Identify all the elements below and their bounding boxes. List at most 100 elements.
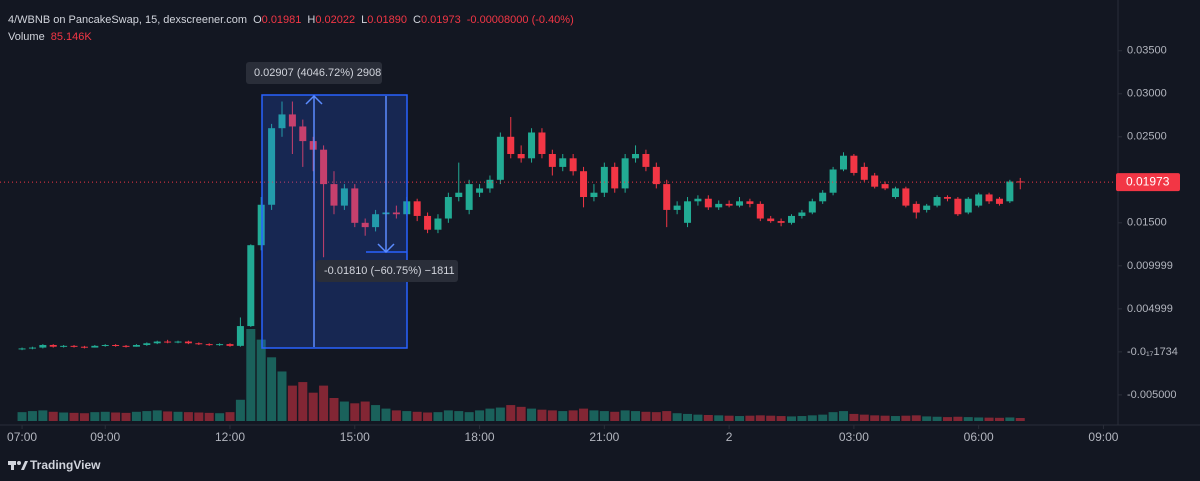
label: L [361, 14, 367, 26]
candle-body [891, 188, 899, 198]
candle-body [871, 175, 879, 187]
candle-body [694, 198, 702, 202]
candle-body [299, 126, 307, 142]
candle-body [652, 166, 660, 185]
candle-body [143, 343, 151, 345]
candle-body [528, 132, 536, 159]
candle-body [174, 341, 182, 343]
candle-body [424, 215, 432, 230]
candle-body [122, 345, 130, 347]
value: 0.01890 [367, 14, 407, 26]
x-tick-label: 21:00 [589, 430, 619, 444]
last-price-label: 0.01973 [1126, 174, 1170, 188]
volume-bar [485, 408, 495, 421]
candle-body [954, 198, 962, 215]
volume-bar [703, 414, 713, 421]
volume-bar [994, 417, 1004, 421]
candle-body [839, 155, 847, 170]
candle-body [538, 132, 546, 154]
candle-body [621, 158, 629, 189]
volume-bar [599, 411, 609, 421]
volume-bar [381, 408, 391, 421]
candle-body [132, 344, 140, 347]
candle-body [164, 341, 172, 343]
y-tick-label: 0.02500 [1127, 131, 1167, 143]
x-tick-label: 07:00 [7, 430, 37, 444]
candle-body [860, 166, 868, 180]
x-tick-label: 12:00 [215, 430, 245, 444]
candle-body [91, 345, 99, 348]
volume-bar [277, 371, 287, 421]
annotation: -0.01810 (−60.75%) −1811 [324, 265, 455, 277]
candle-body [330, 184, 338, 206]
candle-body [476, 188, 484, 193]
volume-bar [131, 411, 141, 421]
volume-bar [142, 411, 152, 421]
label: Volume [8, 31, 45, 43]
candle-body [725, 203, 733, 206]
y-tick-label: 0.03000 [1127, 88, 1167, 100]
candle-body [49, 344, 57, 347]
volume-bar [1015, 417, 1025, 421]
change: -0.00008000 (-0.40%) [467, 14, 574, 26]
volume-bar [537, 409, 547, 421]
candle-body [559, 158, 567, 167]
volume-bar [568, 410, 578, 421]
candle-body [465, 184, 473, 210]
volume-bar [371, 405, 381, 421]
volume-bar [173, 411, 183, 421]
volume-bar [475, 410, 485, 421]
arrow-head [305, 94, 323, 105]
volume-bar [267, 357, 277, 421]
volume-bar [859, 414, 869, 421]
volume-bar [443, 410, 453, 421]
candle-body [413, 201, 421, 216]
volume-bar [350, 403, 360, 421]
candle-body [933, 197, 941, 206]
candle-body [507, 136, 515, 154]
volume-bar [672, 413, 682, 421]
volume-bar [308, 392, 318, 421]
volume-bar [204, 412, 214, 421]
volume-bar [818, 414, 828, 421]
x-tick-label: 09:00 [1088, 430, 1118, 444]
candle-body [216, 344, 224, 346]
candle-body [226, 344, 234, 346]
volume-bar [48, 411, 58, 421]
candle-body [590, 192, 598, 198]
candle-body [70, 345, 78, 347]
volume-bar [776, 416, 786, 421]
annotation-box [316, 260, 458, 282]
volume-bar [953, 416, 963, 421]
candle-body [798, 212, 806, 216]
candle-body [736, 201, 744, 206]
volume-bar [412, 411, 422, 421]
candle-body [205, 344, 213, 346]
candle-body [496, 136, 504, 180]
candle-body [673, 205, 681, 210]
candle-body [351, 188, 359, 223]
candle-body [642, 153, 650, 167]
volume-bar [589, 410, 599, 421]
volume-bar [662, 411, 672, 421]
candle-body [663, 184, 671, 210]
volume-bar [755, 415, 765, 421]
volume-bar [724, 415, 734, 421]
value: 0.01973 [421, 14, 461, 26]
volume-bar [27, 411, 37, 421]
candle-body [434, 218, 442, 230]
volume-bar [870, 415, 880, 421]
x-tick-label: 15:00 [340, 430, 370, 444]
candle-body [236, 326, 244, 346]
volume-bar [246, 329, 256, 421]
x-tick-label: 18:00 [465, 430, 495, 444]
label: C [413, 14, 421, 26]
candle-body [28, 347, 36, 349]
candle-body [912, 203, 920, 213]
volume-bar [69, 412, 79, 421]
volume-bar [527, 408, 537, 421]
candle-body [517, 153, 525, 159]
volume-bar [901, 415, 911, 421]
volume-bar [620, 410, 630, 421]
y-tick-label: 0.01500 [1127, 217, 1167, 229]
